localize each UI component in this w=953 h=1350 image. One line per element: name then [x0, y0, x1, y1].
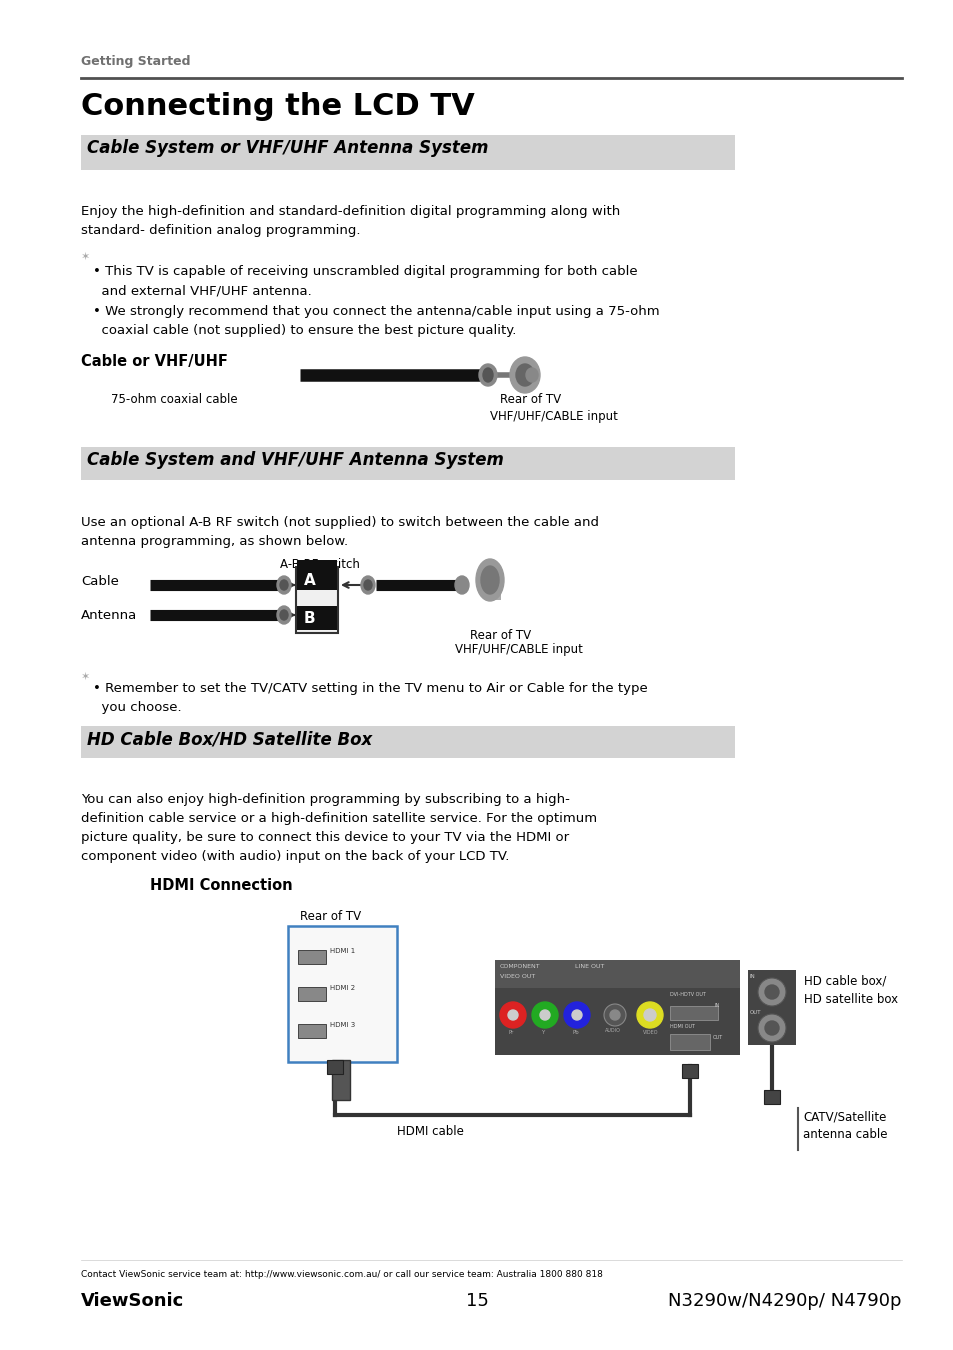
Text: Connecting the LCD TV: Connecting the LCD TV — [81, 92, 475, 122]
Text: Pr: Pr — [509, 1030, 514, 1035]
Text: HDMI 3: HDMI 3 — [330, 1022, 355, 1027]
Circle shape — [764, 1021, 779, 1035]
Text: Pb: Pb — [573, 1030, 579, 1035]
Text: LINE OUT: LINE OUT — [575, 964, 604, 969]
Text: VHF/UHF/CABLE input: VHF/UHF/CABLE input — [455, 643, 582, 656]
FancyBboxPatch shape — [747, 971, 795, 1045]
Ellipse shape — [525, 369, 537, 382]
Text: HD cable box/
HD satellite box: HD cable box/ HD satellite box — [803, 975, 897, 1006]
Text: AUDIO: AUDIO — [604, 1027, 620, 1033]
Text: Rear of TV: Rear of TV — [470, 629, 531, 643]
Circle shape — [603, 1004, 625, 1026]
Text: Antenna: Antenna — [81, 609, 137, 622]
Text: HDMI Connection: HDMI Connection — [150, 878, 293, 892]
Text: HDMI 1: HDMI 1 — [330, 948, 355, 954]
Circle shape — [637, 1002, 662, 1027]
FancyBboxPatch shape — [297, 1025, 326, 1038]
Ellipse shape — [276, 576, 291, 594]
Text: Cable System and VHF/UHF Antenna System: Cable System and VHF/UHF Antenna System — [87, 451, 503, 468]
FancyBboxPatch shape — [296, 560, 336, 590]
Text: HDMI cable: HDMI cable — [396, 1125, 463, 1138]
Text: You can also enjoy high-definition programming by subscribing to a high-
definit: You can also enjoy high-definition progr… — [81, 792, 597, 863]
Text: • This TV is capable of receiving unscrambled digital programming for both cable: • This TV is capable of receiving unscra… — [93, 265, 637, 297]
Text: VHF/UHF/CABLE input: VHF/UHF/CABLE input — [490, 410, 618, 423]
FancyBboxPatch shape — [81, 726, 734, 757]
Text: A: A — [304, 572, 315, 589]
Ellipse shape — [455, 576, 469, 594]
FancyBboxPatch shape — [288, 926, 396, 1062]
FancyBboxPatch shape — [81, 447, 734, 481]
FancyBboxPatch shape — [297, 987, 326, 1000]
FancyBboxPatch shape — [81, 135, 734, 170]
Ellipse shape — [516, 364, 534, 386]
Text: N3290w/N4290p/ N4790p: N3290w/N4290p/ N4790p — [667, 1292, 901, 1310]
Circle shape — [563, 1002, 589, 1027]
FancyBboxPatch shape — [295, 567, 337, 633]
Text: 15: 15 — [465, 1292, 488, 1310]
Circle shape — [499, 1002, 525, 1027]
FancyBboxPatch shape — [669, 1034, 709, 1050]
Text: • Remember to set the TV/CATV setting in the TV menu to Air or Cable for the typ: • Remember to set the TV/CATV setting in… — [93, 682, 647, 714]
Ellipse shape — [364, 580, 372, 590]
Circle shape — [758, 1014, 785, 1042]
Circle shape — [609, 1010, 619, 1021]
Text: Use an optional A-B RF switch (not supplied) to switch between the cable and
ant: Use an optional A-B RF switch (not suppl… — [81, 516, 598, 548]
Text: Rear of TV: Rear of TV — [299, 910, 361, 923]
Ellipse shape — [482, 369, 493, 382]
FancyBboxPatch shape — [495, 960, 740, 1054]
Ellipse shape — [480, 566, 498, 594]
FancyBboxPatch shape — [327, 1060, 343, 1075]
FancyBboxPatch shape — [296, 606, 336, 630]
Circle shape — [764, 986, 779, 999]
FancyBboxPatch shape — [495, 960, 740, 988]
Circle shape — [539, 1010, 550, 1021]
Text: Cable System or VHF/UHF Antenna System: Cable System or VHF/UHF Antenna System — [87, 139, 488, 157]
Text: B: B — [304, 612, 315, 626]
Text: VIDEO: VIDEO — [642, 1030, 658, 1035]
Text: HDMI 2: HDMI 2 — [330, 986, 355, 991]
Text: DVI-HDTV OUT: DVI-HDTV OUT — [669, 992, 705, 998]
Text: Contact ViewSonic service team at: http://www.viewsonic.com.au/ or call our serv: Contact ViewSonic service team at: http:… — [81, 1270, 602, 1278]
Text: HDMI OUT: HDMI OUT — [669, 1025, 695, 1029]
FancyBboxPatch shape — [681, 1064, 698, 1079]
Text: Y: Y — [540, 1030, 543, 1035]
Circle shape — [758, 977, 785, 1006]
Ellipse shape — [276, 606, 291, 624]
Text: Getting Started: Getting Started — [81, 55, 191, 68]
Text: VIDEO OUT: VIDEO OUT — [499, 973, 535, 979]
Text: A-B RF switch: A-B RF switch — [280, 558, 359, 571]
Text: Cable or VHF/UHF: Cable or VHF/UHF — [81, 354, 228, 369]
Ellipse shape — [476, 559, 503, 601]
FancyBboxPatch shape — [484, 570, 500, 599]
Text: HD Cable Box/HD Satellite Box: HD Cable Box/HD Satellite Box — [87, 730, 372, 748]
FancyBboxPatch shape — [332, 1060, 350, 1100]
Ellipse shape — [280, 610, 288, 620]
Text: Cable: Cable — [81, 575, 119, 589]
Text: ViewSonic: ViewSonic — [81, 1292, 184, 1310]
Ellipse shape — [510, 356, 539, 393]
Text: OUT: OUT — [749, 1010, 760, 1015]
Text: Enjoy the high-definition and standard-definition digital programming along with: Enjoy the high-definition and standard-d… — [81, 205, 619, 238]
Text: CATV/Satellite
antenna cable: CATV/Satellite antenna cable — [802, 1110, 886, 1141]
Text: 75-ohm coaxial cable: 75-ohm coaxial cable — [111, 393, 237, 406]
Text: IN: IN — [714, 1003, 720, 1008]
Circle shape — [532, 1002, 558, 1027]
Text: • We strongly recommend that you connect the antenna/cable input using a 75-ohm
: • We strongly recommend that you connect… — [93, 305, 659, 338]
Text: IN: IN — [749, 973, 755, 979]
Circle shape — [572, 1010, 581, 1021]
FancyBboxPatch shape — [669, 1006, 718, 1021]
FancyBboxPatch shape — [297, 950, 326, 964]
Text: ✶: ✶ — [81, 252, 91, 262]
FancyBboxPatch shape — [763, 1089, 780, 1104]
Ellipse shape — [360, 576, 375, 594]
Text: OUT: OUT — [712, 1035, 722, 1040]
Circle shape — [507, 1010, 517, 1021]
Text: Rear of TV: Rear of TV — [499, 393, 560, 406]
Text: ✶: ✶ — [81, 672, 91, 682]
Circle shape — [643, 1008, 656, 1021]
Ellipse shape — [478, 364, 497, 386]
Ellipse shape — [280, 580, 288, 590]
Text: COMPONENT: COMPONENT — [499, 964, 540, 969]
